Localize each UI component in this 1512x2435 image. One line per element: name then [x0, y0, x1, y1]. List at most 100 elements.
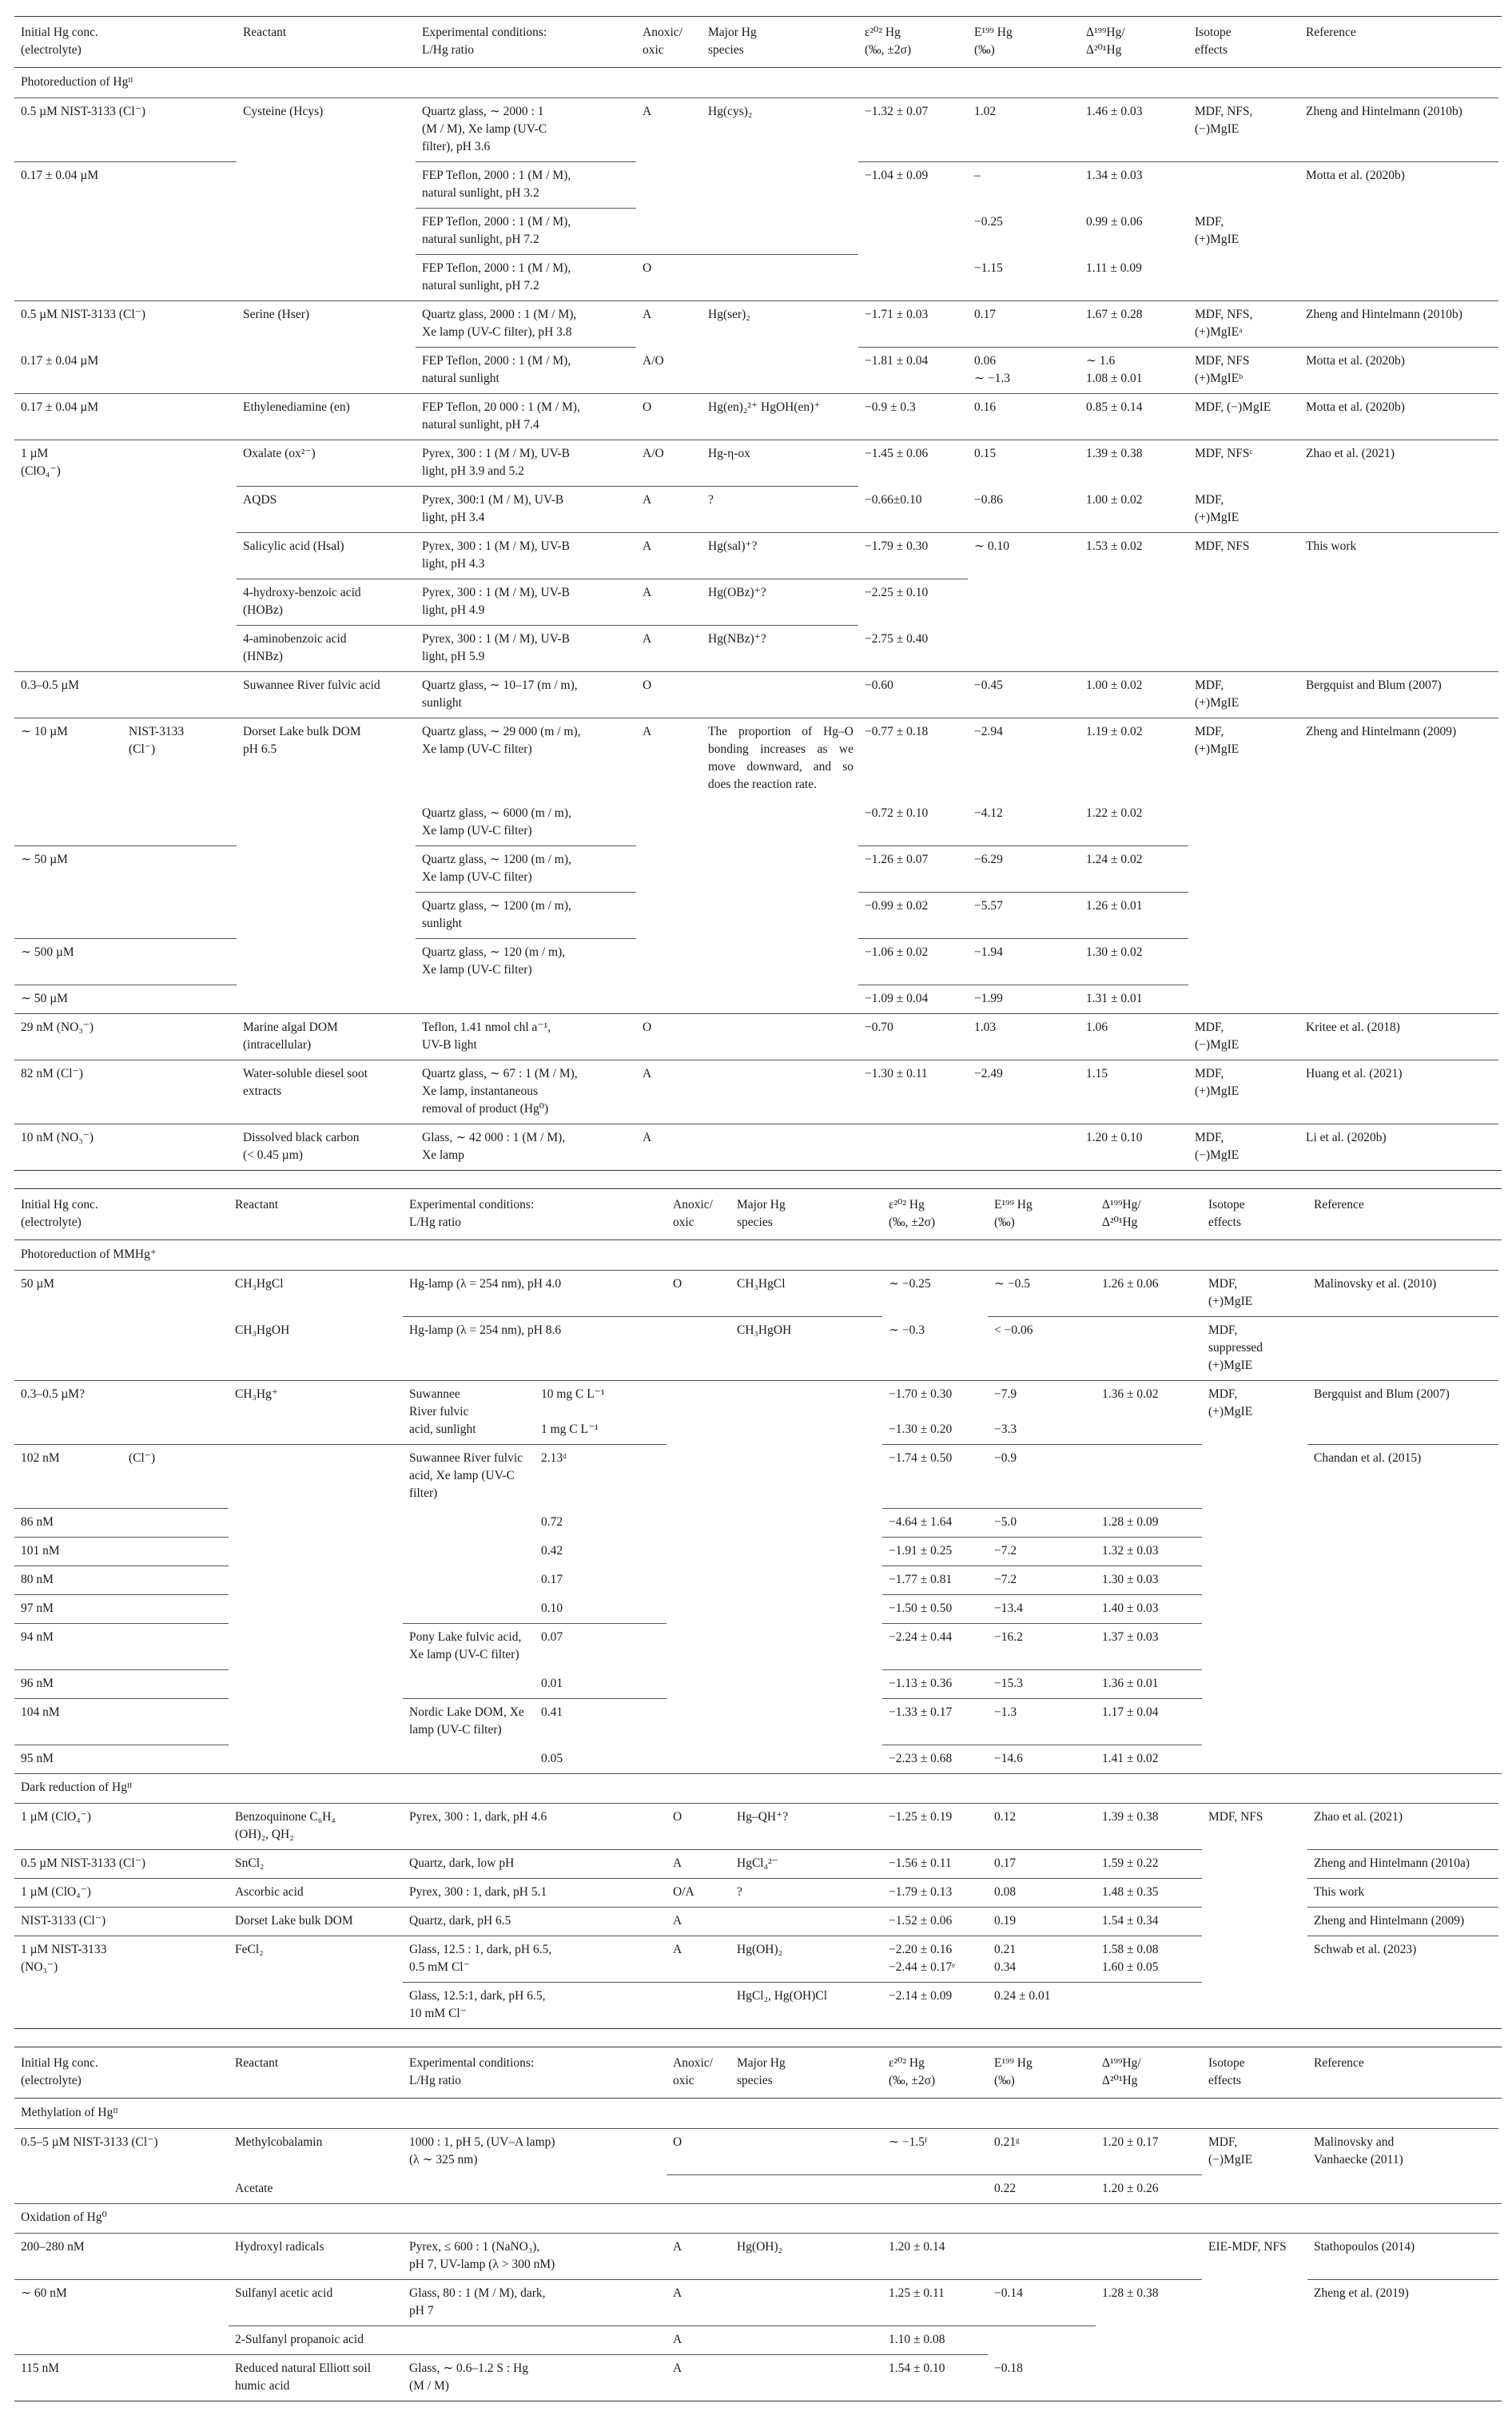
eps202: −1.56 ± 0.11 — [889, 1856, 952, 1870]
reference-cell: Bergquist and Blum (2007) — [1299, 671, 1498, 718]
d199-d201-cell: 1.24 ± 0.02 — [1080, 845, 1188, 892]
conditions-cell: Pyrex, 300 : 1, dark, pH 5.1 — [403, 1878, 666, 1907]
table-row: 102 nM (Cl⁻) Suwannee River fulvic acid, X… — [14, 1444, 1502, 1508]
table-row: 0.5 µM NIST-3133 (Cl⁻) SnCl₂ Quartz, dark,… — [14, 1849, 1502, 1878]
species-cell: Hg(cys)₂ — [702, 97, 858, 161]
d199-d201-cell: 1.15 — [1080, 1060, 1188, 1124]
reactant-cell: Salicylic acid (Hsal) — [237, 532, 416, 579]
reactant-cell — [237, 985, 416, 1013]
section-row: Photoreduction of MMHg⁺ — [14, 1240, 1502, 1270]
isotope-effects: MDF, suppressed (+)MgIE — [1208, 1323, 1263, 1372]
anoxic-oxic-cell — [666, 1623, 730, 1669]
column-header-label: Initial Hg conc. (electrolyte) — [21, 2056, 98, 2087]
anoxic-oxic: O — [673, 1277, 682, 1291]
reference-cell: Huang et al. (2021) — [1299, 1060, 1498, 1124]
eps202: −4.64 ± 1.64 — [889, 1515, 953, 1529]
e199: 0.24 ± 0.01 — [994, 1989, 1051, 2003]
conditions-cell: Nordic Lake DOM, Xe lamp (UV-C filter) 0.… — [403, 1698, 666, 1745]
reference-cell: Zheng and Hintelmann (2009) — [1307, 1907, 1498, 1936]
isotope-effects-cell — [1188, 985, 1299, 1013]
anoxic-oxic: A — [673, 2286, 682, 2300]
d199-d201-cell — [1096, 1316, 1202, 1380]
conditions-cell: Quartz, dark, pH 6.5 — [403, 1907, 666, 1936]
table-row: ∼ 50 µM −1.09 ± 0.04 −1.99 1.31 ± 0.01 — [14, 985, 1502, 1013]
conditions-cell — [403, 2174, 666, 2203]
reference-cell: Schwab et al. (2023) — [1307, 1936, 1498, 1982]
reactant: SnCl₂ — [235, 1856, 265, 1870]
initial-conc-cell: ∼ 500 µM — [14, 938, 237, 985]
conditions-cell: Quartz, dark, low pH — [403, 1849, 666, 1878]
anoxic-oxic: A — [673, 2240, 682, 2254]
d199-d201: 1.53 ± 0.02 — [1086, 539, 1143, 553]
eps202: −0.72 ± 0.10 — [865, 806, 929, 820]
reactant-cell: Dorset Lake bulk DOM pH 6.5 — [237, 718, 416, 799]
column-header: Reference — [1307, 1189, 1498, 1239]
reactant-cell — [229, 1594, 403, 1623]
isotope-effects: MDF, NFSᶜ — [1195, 447, 1253, 460]
initial-conc-cell: ∼ 50 µM — [14, 845, 237, 892]
e199-cell: −16.2 — [988, 1623, 1096, 1669]
anoxic-oxic-cell: A — [636, 532, 702, 579]
e199: −0.14 — [994, 2286, 1023, 2300]
eps202-cell: −1.13 ± 0.36 — [882, 1669, 988, 1698]
eps202-cell: −1.91 ± 0.25 — [882, 1537, 988, 1566]
isotope-effects-cell: MDF, (−)MgIE — [1202, 2128, 1307, 2174]
species-cell: Hg(OH)₂ — [730, 2233, 882, 2279]
species-cell: Hg-η-ox — [702, 440, 858, 486]
species: Hg(OBz)⁺? — [708, 586, 766, 599]
reactant: Dorset Lake bulk DOM pH 6.5 — [243, 725, 361, 756]
isotope-effects: MDF, NFS, (+)MgIEᵃ — [1195, 308, 1253, 339]
d199-d201: 1.34 ± 0.03 — [1086, 169, 1143, 182]
d199-d201-cell: 0.85 ± 0.14 — [1080, 393, 1188, 440]
eps202: −2.14 ± 0.09 — [889, 1989, 953, 2003]
d199-d201: 1.41 ± 0.02 — [1102, 1752, 1159, 1765]
species: Hg(ser)₂ — [708, 308, 750, 321]
e199-cell: 1.02 — [968, 97, 1080, 161]
d199-d201: 1.20 ± 0.17 — [1102, 2135, 1159, 2149]
initial-conc: 0.17 ± 0.04 µM — [21, 354, 99, 368]
reference-cell: This work — [1307, 1878, 1498, 1907]
eps202: −1.79 ± 0.30 — [865, 539, 929, 553]
initial-conc: ∼ 50 µM — [21, 992, 68, 1005]
e199-cell: 0.08 — [988, 1878, 1096, 1907]
reactant-cell: 2-Sulfanyl propanoic acid — [229, 2326, 403, 2354]
eps202: −2.23 ± 0.68 — [889, 1752, 953, 1765]
isotope-effects-cell — [1202, 1907, 1307, 1936]
table-row: AQDS Pyrex, 300:1 (M / M), UV-B light, pH… — [14, 486, 1502, 532]
anoxic-oxic: O — [643, 1021, 652, 1034]
d199-d201-cell — [1080, 579, 1188, 625]
species-cell: Hg(ser)₂ — [702, 300, 858, 347]
d199-d201-cell — [1096, 2354, 1202, 2401]
reference: Schwab et al. (2023) — [1314, 1943, 1417, 1956]
eps202: ∼ −1.5ᶠ — [889, 2135, 928, 2149]
initial-conc-cell: ∼ 60 nM — [14, 2279, 229, 2326]
species-cell — [730, 1907, 882, 1936]
e199: −2.94 — [974, 725, 1003, 738]
e199-cell: – — [968, 161, 1080, 208]
reactant-cell: FeCl₂ — [229, 1936, 403, 1982]
eps202: ∼ −0.3 — [889, 1323, 925, 1337]
conditions-cell: 0.01 — [403, 1669, 666, 1698]
reactant: 2-Sulfanyl propanoic acid — [235, 2333, 364, 2346]
initial-conc: 97 nM — [21, 1601, 54, 1615]
e199: −6.29 — [974, 853, 1003, 866]
conditions-cell: Quartz glass, ∼ 120 (m / m), Xe lamp (UV… — [416, 938, 636, 985]
eps202-cell: 1.25 ± 0.11 — [882, 2279, 988, 2326]
isotope-effects: MDF, (+)MgIE — [1208, 1387, 1253, 1418]
eps202-cell: 1.10 ± 0.08 — [882, 2326, 988, 2354]
table-row: 10 nM (NO₃⁻) Dissolved black carbon (< 0.… — [14, 1124, 1502, 1170]
reference-cell: Motta et al. (2020b) — [1299, 393, 1498, 440]
species: ? — [737, 1885, 742, 1899]
isotope-effects-cell: MDF, NFS — [1202, 1803, 1307, 1849]
reference-cell — [1299, 486, 1498, 532]
anoxic-oxic: O — [673, 1810, 682, 1824]
isotope-effects: MDF, (−)MgIE — [1195, 1021, 1239, 1052]
eps202-cell: −1.09 ± 0.04 — [858, 985, 968, 1013]
e199: −1.94 — [974, 945, 1003, 959]
species-cell — [702, 799, 858, 845]
reactant: 4-hydroxy-benzoic acid (HOBz) — [243, 586, 361, 617]
anoxic-oxic-cell — [636, 938, 702, 985]
anoxic-oxic-cell: A — [636, 579, 702, 625]
d199-d201: 1.11 ± 0.09 — [1086, 261, 1142, 275]
species-cell — [730, 1537, 882, 1566]
